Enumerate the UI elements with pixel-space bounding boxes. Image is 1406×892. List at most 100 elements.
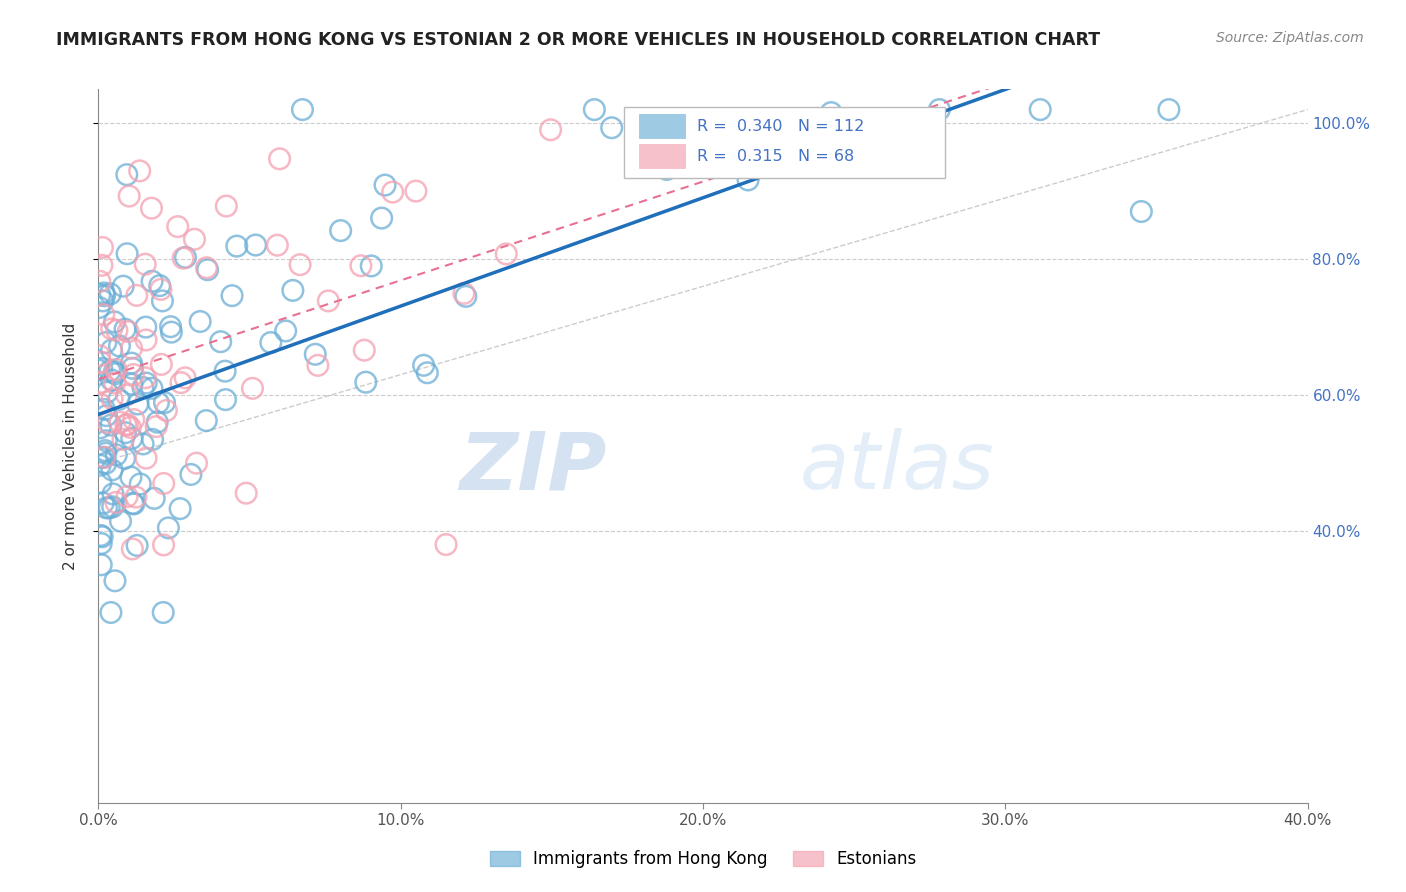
Point xyxy=(91,376,114,390)
Point xyxy=(169,501,191,516)
Point xyxy=(101,487,124,501)
Point xyxy=(125,288,148,302)
Point xyxy=(89,397,111,411)
Point xyxy=(405,184,427,198)
Point xyxy=(89,274,111,288)
Point xyxy=(152,538,174,552)
Point xyxy=(93,450,115,465)
Point xyxy=(152,476,174,491)
Point xyxy=(134,257,156,271)
Point xyxy=(195,260,218,275)
Point xyxy=(121,356,143,370)
Point xyxy=(186,456,208,470)
Point xyxy=(495,247,517,261)
Point xyxy=(150,358,173,372)
FancyBboxPatch shape xyxy=(624,107,945,178)
Point xyxy=(1157,103,1180,117)
Point xyxy=(101,500,124,514)
Point xyxy=(93,308,115,322)
Point xyxy=(96,434,118,448)
Point xyxy=(103,315,125,329)
Point xyxy=(266,238,288,252)
Y-axis label: 2 or more Vehicles in Household: 2 or more Vehicles in Household xyxy=(63,322,77,570)
Point xyxy=(318,293,340,308)
Point xyxy=(121,361,143,376)
Point xyxy=(101,392,124,406)
Point xyxy=(122,368,145,382)
Point xyxy=(94,443,117,458)
Point xyxy=(121,432,143,446)
Point xyxy=(540,122,562,136)
Point xyxy=(416,366,439,380)
Point xyxy=(90,450,112,465)
Point xyxy=(90,258,112,272)
Point xyxy=(269,152,291,166)
Point xyxy=(242,381,264,395)
Point xyxy=(89,287,111,301)
Point xyxy=(160,325,183,339)
Point xyxy=(114,418,136,433)
Point xyxy=(93,450,115,465)
Point xyxy=(104,367,127,381)
Point xyxy=(104,376,127,390)
Point xyxy=(90,558,112,572)
Point xyxy=(180,467,202,482)
Point xyxy=(91,240,114,254)
Point xyxy=(93,402,115,417)
Point xyxy=(152,606,174,620)
Point xyxy=(152,293,174,308)
Point xyxy=(148,396,170,410)
Point xyxy=(155,403,177,417)
Point xyxy=(87,363,110,377)
Point xyxy=(353,343,375,358)
Point xyxy=(89,301,111,315)
Point xyxy=(329,224,352,238)
Point xyxy=(108,339,131,353)
Text: atlas: atlas xyxy=(800,428,994,507)
Point xyxy=(96,385,118,400)
Text: R =  0.315   N = 68: R = 0.315 N = 68 xyxy=(697,149,855,164)
Point xyxy=(132,380,155,394)
Point xyxy=(89,349,111,363)
Point xyxy=(105,448,128,462)
Point xyxy=(93,289,115,303)
Point xyxy=(221,288,243,302)
Point xyxy=(1130,204,1153,219)
Point xyxy=(146,415,169,429)
Text: ZIP: ZIP xyxy=(458,428,606,507)
Point xyxy=(103,365,125,379)
Point xyxy=(600,120,623,135)
Point xyxy=(143,491,166,506)
Point xyxy=(381,185,404,199)
Point xyxy=(172,251,194,265)
Point xyxy=(197,262,219,277)
Point xyxy=(260,335,283,350)
Point xyxy=(115,168,138,182)
Point xyxy=(434,537,457,551)
Point xyxy=(170,376,193,390)
Point xyxy=(209,334,232,349)
Point xyxy=(94,446,117,460)
Point xyxy=(91,293,114,308)
Point xyxy=(134,370,156,384)
Point xyxy=(89,421,111,435)
Text: IMMIGRANTS FROM HONG KONG VS ESTONIAN 2 OR MORE VEHICLES IN HOUSEHOLD CORRELATIO: IMMIGRANTS FROM HONG KONG VS ESTONIAN 2 … xyxy=(56,31,1101,49)
Point xyxy=(104,574,127,588)
Point xyxy=(101,463,124,477)
Point xyxy=(374,178,396,192)
Point xyxy=(1029,103,1052,117)
Point xyxy=(122,497,145,511)
Point xyxy=(112,279,135,293)
Point xyxy=(97,416,120,430)
Point xyxy=(737,173,759,187)
Point xyxy=(174,371,197,385)
Point xyxy=(90,475,112,490)
Point xyxy=(100,343,122,357)
Point xyxy=(304,347,326,361)
Point xyxy=(195,414,218,428)
Point xyxy=(127,538,149,552)
Point xyxy=(454,289,477,303)
Point xyxy=(183,232,205,246)
Point xyxy=(118,189,141,203)
Point xyxy=(112,433,135,447)
